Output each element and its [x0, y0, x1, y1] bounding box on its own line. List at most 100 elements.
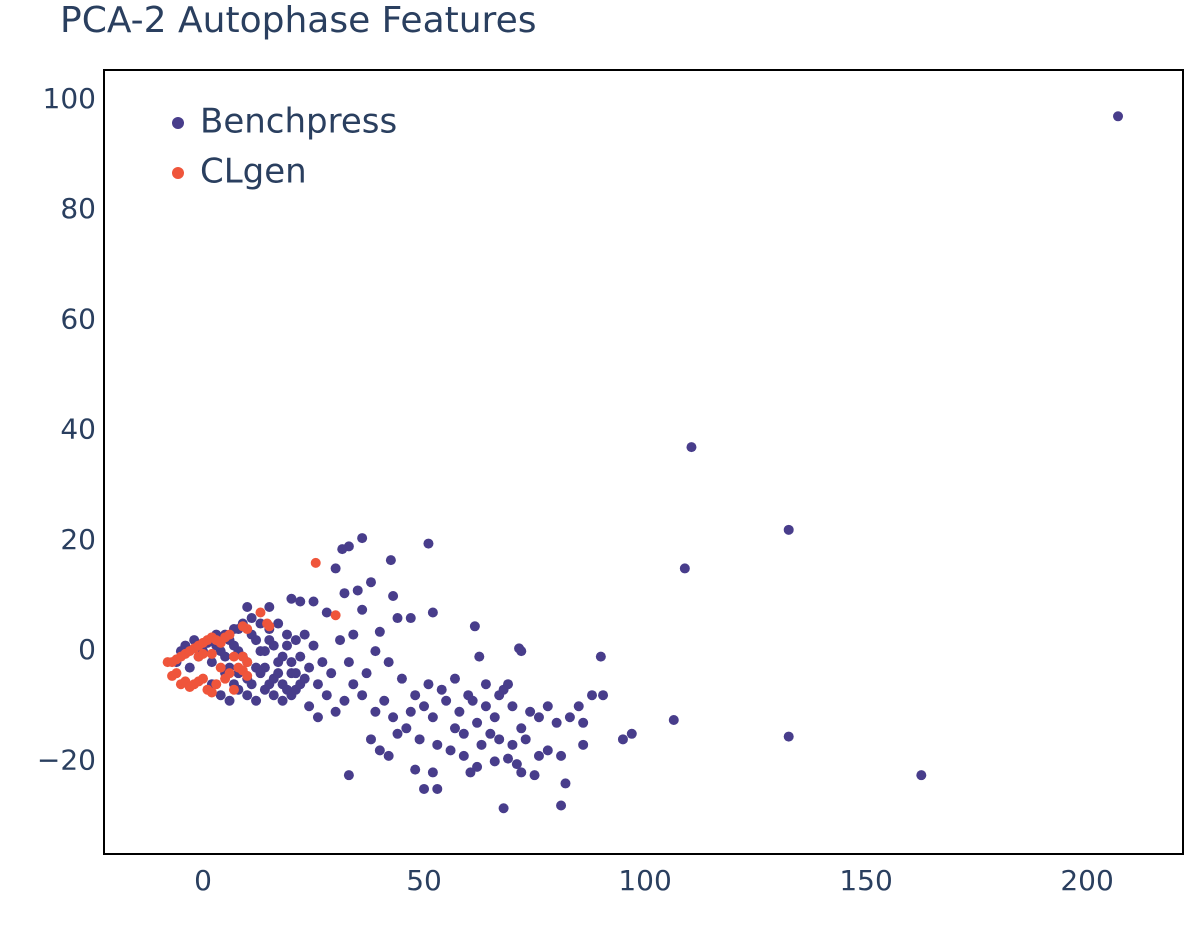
point — [264, 602, 275, 613]
point — [383, 657, 394, 668]
point — [432, 783, 443, 794]
point — [259, 646, 270, 657]
point — [237, 621, 248, 632]
point — [211, 679, 222, 690]
point — [352, 585, 363, 596]
point — [184, 662, 195, 673]
point — [783, 731, 794, 742]
point — [556, 800, 567, 811]
point — [551, 717, 562, 728]
point — [480, 679, 491, 690]
point — [330, 563, 341, 574]
legend-label: CLgen — [200, 152, 307, 192]
point — [237, 651, 248, 662]
point — [277, 695, 288, 706]
point — [273, 668, 284, 679]
point — [432, 739, 443, 750]
point — [374, 745, 385, 756]
point — [520, 734, 531, 745]
point — [542, 701, 553, 712]
point — [556, 750, 567, 761]
point — [560, 778, 571, 789]
point — [308, 596, 319, 607]
point — [441, 695, 452, 706]
point — [264, 621, 275, 632]
point — [370, 646, 381, 657]
point — [458, 750, 469, 761]
point — [206, 657, 217, 668]
x-tick-label: 150 — [839, 864, 892, 897]
point — [427, 607, 438, 618]
point — [321, 690, 332, 701]
point — [489, 756, 500, 767]
point — [312, 679, 323, 690]
point — [317, 657, 328, 668]
point — [343, 770, 354, 781]
point — [365, 577, 376, 588]
point — [525, 706, 536, 717]
point — [286, 657, 297, 668]
point — [419, 783, 430, 794]
point — [255, 607, 266, 618]
point — [449, 673, 460, 684]
point — [494, 690, 505, 701]
point — [242, 670, 253, 681]
point — [295, 596, 306, 607]
point — [427, 712, 438, 723]
point — [326, 668, 337, 679]
point — [578, 739, 589, 750]
point — [485, 728, 496, 739]
point — [467, 695, 478, 706]
y-tick-label: 20 — [60, 523, 96, 556]
point — [916, 770, 927, 781]
point — [268, 640, 279, 651]
point — [282, 640, 293, 651]
point — [310, 557, 321, 568]
point — [348, 629, 359, 640]
point — [224, 629, 235, 640]
point — [454, 706, 465, 717]
point — [516, 646, 527, 657]
chart-title: PCA-2 Autophase Features — [60, 0, 536, 41]
point — [273, 618, 284, 629]
point — [215, 662, 226, 673]
point — [228, 684, 239, 695]
point — [494, 734, 505, 745]
point — [206, 648, 217, 659]
point — [330, 706, 341, 717]
x-tick-label: 200 — [1060, 864, 1113, 897]
point — [598, 690, 609, 701]
y-tick-label: 100 — [43, 82, 96, 115]
point — [401, 723, 412, 734]
point — [469, 621, 480, 632]
point — [686, 442, 697, 453]
point — [783, 524, 794, 535]
point — [282, 629, 293, 640]
point — [337, 544, 348, 555]
point — [427, 767, 438, 778]
point — [472, 761, 483, 772]
point — [405, 613, 416, 624]
legend-label: Benchpress — [200, 102, 397, 142]
point — [365, 734, 376, 745]
point — [308, 640, 319, 651]
y-tick-label: −20 — [37, 743, 96, 776]
point — [361, 668, 372, 679]
point — [392, 728, 403, 739]
point — [474, 651, 485, 662]
point — [507, 739, 518, 750]
point — [1113, 111, 1124, 122]
point — [542, 745, 553, 756]
point — [277, 651, 288, 662]
point — [228, 651, 239, 662]
point — [529, 770, 540, 781]
legend-marker — [172, 117, 184, 129]
point — [224, 695, 235, 706]
point — [516, 767, 527, 778]
point — [290, 668, 301, 679]
point — [595, 651, 606, 662]
point — [339, 695, 350, 706]
y-tick-label: 60 — [60, 302, 96, 335]
point — [383, 750, 394, 761]
point — [385, 555, 396, 566]
